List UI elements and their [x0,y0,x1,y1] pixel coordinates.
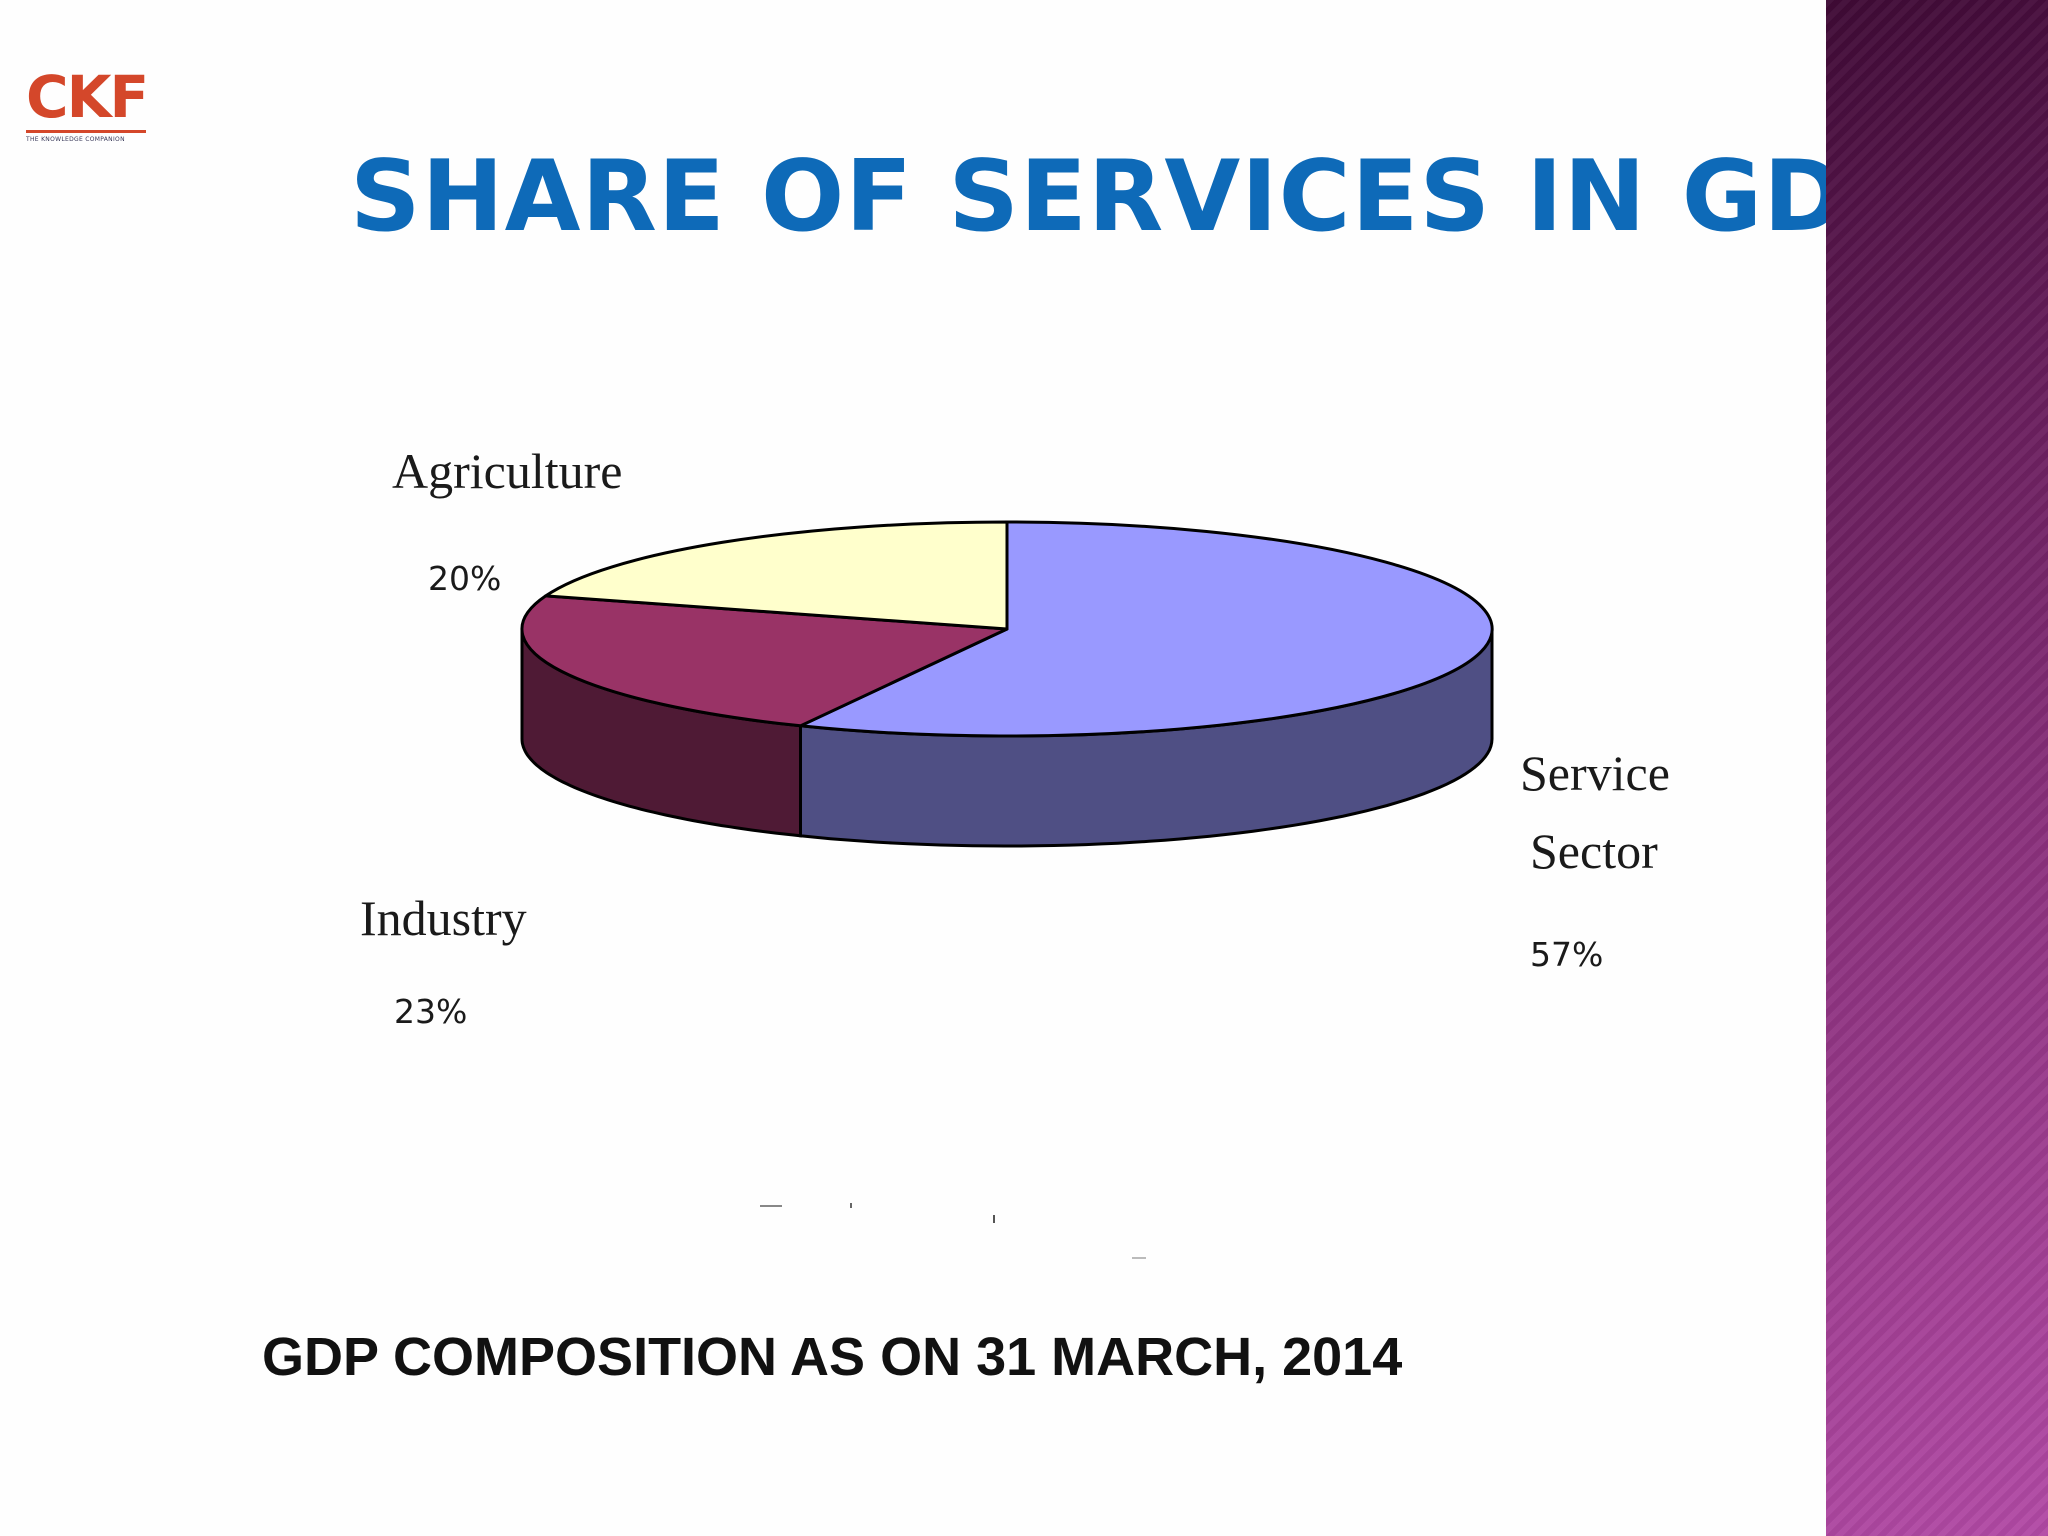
agriculture-slice [544,520,1009,631]
slide: CKF THE KNOWLEDGE COMPANION SHARE OF SER… [26,68,1919,1387]
chart-caption: GDP COMPOSITION AS ON 31 MARCH, 2014 [262,1327,1403,1387]
logo-tagline: THE KNOWLEDGE COMPANION [26,136,125,143]
agriculture-value-label: 20% [428,559,501,598]
side-decoration-band [1826,0,2048,1536]
service-sector-label-line1: Service [1520,745,1670,801]
service-sector-value-label: 57% [1530,935,1603,974]
industry-label: Industry [360,890,527,946]
industry-value-label: 23% [394,992,467,1031]
page-title: SHARE OF SERVICES IN GDP [350,140,1919,254]
industry-slice [520,594,1009,728]
pie-chart: Agriculture 20% Industry 23% Service Sec… [360,443,1670,1031]
agriculture-label: Agriculture [392,443,622,499]
scan-specks [760,1203,1146,1259]
service-sector-label-line2: Sector [1530,823,1658,879]
logo-underline [26,130,146,133]
service-sector-slice [799,520,1494,738]
logo-wordmark: CKF [26,63,149,131]
company-logo: CKF THE KNOWLEDGE COMPANION [26,68,152,144]
